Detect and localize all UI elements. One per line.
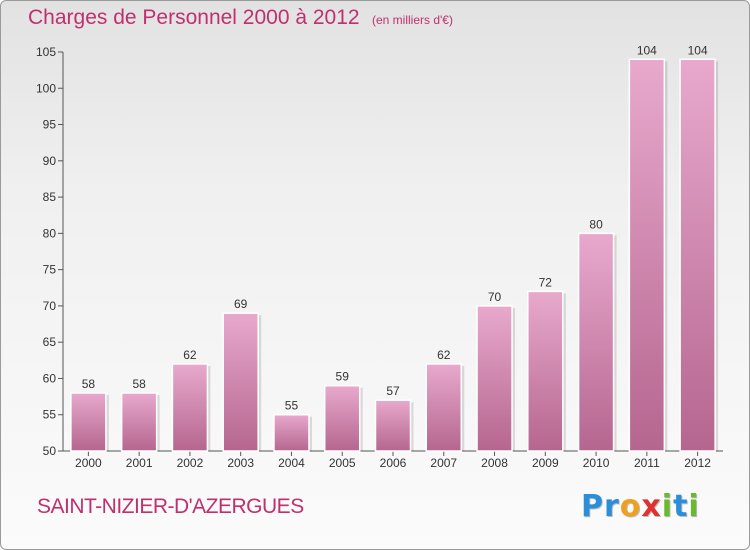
value-label-2010: 80 xyxy=(589,217,603,231)
value-label-2003: 69 xyxy=(234,297,248,311)
bar-2007 xyxy=(425,363,463,452)
proxiti-logo: Proxiti xyxy=(581,489,700,524)
bar-2005 xyxy=(323,384,361,452)
data-labels: 58 58 62 69 55 59 57 62 70 72 80 104 104 xyxy=(82,43,708,412)
value-label-2004: 55 xyxy=(285,399,299,413)
x-tick-label: 2008 xyxy=(481,456,508,470)
x-tick-label: 2006 xyxy=(380,456,407,470)
bar-2004 xyxy=(273,413,310,452)
value-label-2007: 62 xyxy=(437,348,451,362)
y-tick-label: 50 xyxy=(43,444,57,458)
bar-2001 xyxy=(120,392,158,452)
x-tick-label: 2001 xyxy=(126,456,153,470)
value-label-2001: 58 xyxy=(132,377,146,391)
bar-2000 xyxy=(70,392,107,452)
x-tick-label: 2004 xyxy=(278,456,305,470)
y-tick-label: 65 xyxy=(43,335,57,349)
y-tick-label: 60 xyxy=(43,371,57,385)
x-tick-label: 2005 xyxy=(329,456,356,470)
y-tick-label: 90 xyxy=(43,154,57,168)
bar-2010 xyxy=(577,232,615,452)
logo-letter: i xyxy=(688,489,700,524)
bar-2002 xyxy=(171,363,209,452)
y-tick-label: 80 xyxy=(43,226,57,240)
value-label-2002: 62 xyxy=(183,348,197,362)
x-tick-label: 2011 xyxy=(634,456,660,470)
x-tick-label: 2007 xyxy=(430,456,457,470)
bar-2011 xyxy=(628,58,666,452)
chart-title: Charges de Personnel 2000 à 2012 xyxy=(28,6,360,29)
x-tick-label: 2009 xyxy=(532,456,559,470)
commune-name: SAINT-NIZIER-D'AZERGUES xyxy=(37,495,304,518)
logo-letter: P xyxy=(581,489,604,524)
value-label-2012: 104 xyxy=(688,43,708,57)
x-tick-label: 2002 xyxy=(177,456,204,470)
bars xyxy=(70,58,719,452)
y-tick-label: 70 xyxy=(43,299,57,313)
logo-letter: o xyxy=(619,489,642,524)
value-label-2008: 70 xyxy=(488,290,502,304)
y-tick-label: 85 xyxy=(43,190,57,204)
logo-letter: i xyxy=(661,489,674,524)
y-tick-label: 95 xyxy=(43,118,57,132)
bar-2008 xyxy=(476,305,513,452)
y-tick-label: 105 xyxy=(36,45,56,59)
x-tick-label: 2010 xyxy=(583,456,610,470)
logo-letter: t xyxy=(673,489,689,524)
value-label-2011: 104 xyxy=(637,43,657,57)
value-label-2005: 59 xyxy=(336,370,350,384)
logo-letter: x xyxy=(641,489,662,524)
y-tick-label: 75 xyxy=(43,263,57,277)
y-tick-label: 55 xyxy=(43,408,57,422)
y-tick-label: 100 xyxy=(36,81,56,95)
bar-2006 xyxy=(374,399,412,452)
x-tick-label: 2012 xyxy=(684,456,711,470)
value-label-2009: 72 xyxy=(539,275,553,289)
bar-2012 xyxy=(679,58,716,452)
value-label-2006: 57 xyxy=(386,384,400,398)
bar-2003 xyxy=(222,312,259,452)
x-tick-label: 2003 xyxy=(227,456,254,470)
value-label-2000: 58 xyxy=(82,377,96,391)
x-tick-label: 2000 xyxy=(75,456,102,470)
chart-subtitle: (en milliers d'€) xyxy=(372,13,453,27)
logo-letter: r xyxy=(604,489,620,524)
bar-2009 xyxy=(527,290,564,452)
